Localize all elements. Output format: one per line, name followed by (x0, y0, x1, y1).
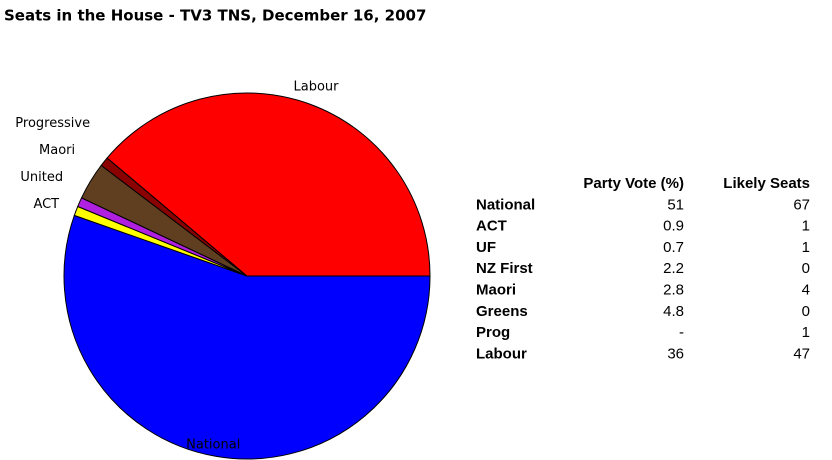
slice-label: Progressive (15, 116, 90, 131)
table-cell: 2.8 (663, 281, 684, 298)
table-cell: 4 (802, 281, 810, 298)
slice-label: Maori (39, 143, 75, 158)
row-label: Prog (476, 324, 510, 341)
row-label: Labour (476, 345, 527, 362)
table-cell: 1 (802, 218, 810, 235)
row-label: Greens (476, 303, 528, 320)
table-cell: 0.9 (663, 218, 684, 235)
row-label: Maori (476, 281, 516, 298)
slice-label: Labour (294, 80, 340, 95)
slice-label: United (20, 170, 63, 185)
table-cell: 1 (802, 324, 810, 341)
table-cell: 51 (667, 196, 684, 213)
table-cell: 2.2 (663, 260, 684, 277)
table-header: Likely Seats (723, 175, 810, 192)
table-cell: 36 (667, 345, 684, 362)
table-cell: 4.8 (663, 303, 684, 320)
table-cell: 47 (793, 345, 810, 362)
table-cell: 67 (793, 196, 810, 213)
table-cell: 0 (802, 260, 810, 277)
row-label: NZ First (476, 260, 533, 277)
chart-title: Seats in the House - TV3 TNS, December 1… (4, 7, 426, 25)
table-header: Party Vote (%) (583, 175, 684, 192)
slice-label: National (186, 438, 240, 453)
row-label: UF (476, 239, 496, 256)
table-cell: 0.7 (663, 239, 684, 256)
pie-slice (106, 92, 431, 277)
table-cell: 1 (802, 239, 810, 256)
table-cell: - (679, 324, 684, 341)
slice-label: ACT (33, 197, 59, 212)
row-label: ACT (476, 218, 507, 235)
table-cell: 0 (802, 303, 810, 320)
row-label: National (476, 196, 535, 213)
